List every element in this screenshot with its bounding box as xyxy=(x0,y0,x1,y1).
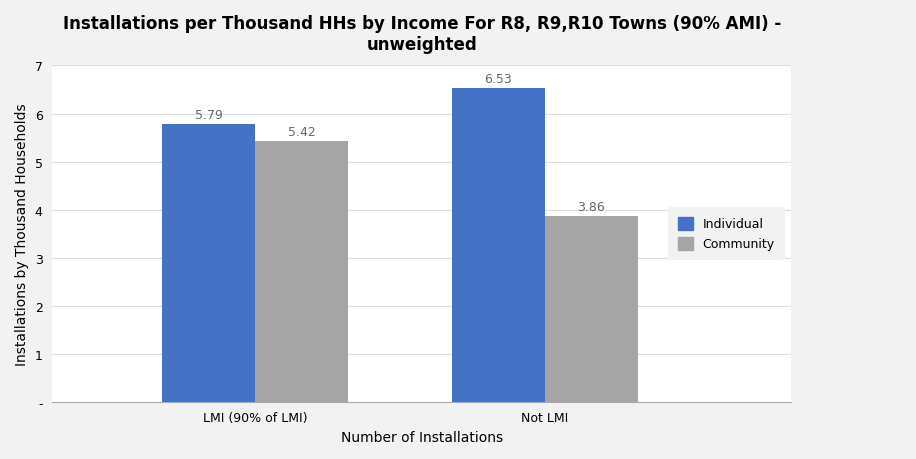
Bar xyxy=(453,89,545,402)
Bar xyxy=(255,142,348,402)
Legend: Individual, Community: Individual, Community xyxy=(668,207,785,261)
Text: 5.42: 5.42 xyxy=(288,126,315,139)
Text: 5.79: 5.79 xyxy=(195,108,223,122)
Y-axis label: Installations by Thousand Households: Installations by Thousand Households xyxy=(15,103,29,365)
X-axis label: Number of Installations: Number of Installations xyxy=(341,430,503,444)
Bar xyxy=(162,124,255,402)
Text: 6.53: 6.53 xyxy=(485,73,512,86)
Title: Installations per Thousand HHs by Income For R8, R9,R10 Towns (90% AMI) -
unweig: Installations per Thousand HHs by Income… xyxy=(62,15,780,54)
Text: 3.86: 3.86 xyxy=(577,201,605,214)
Bar xyxy=(545,217,638,402)
